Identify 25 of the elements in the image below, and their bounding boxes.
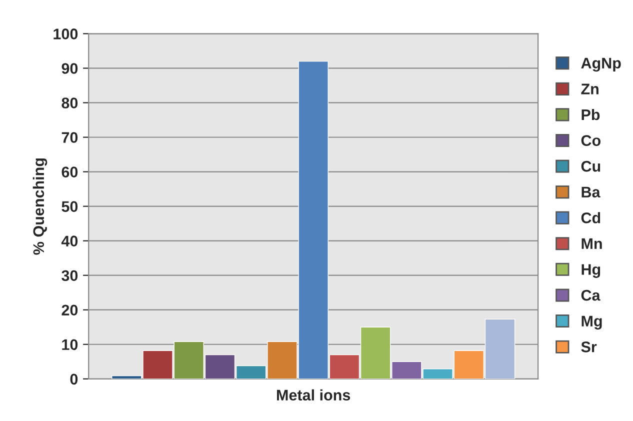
x-axis-title: Metal ions (277, 389, 350, 401)
legend-label: Sr (581, 342, 597, 352)
legend-label: Ba (582, 186, 600, 198)
legend-label: Cd (581, 212, 600, 224)
legend-label: Hg (582, 264, 600, 278)
y-tick-label: 30 (62, 270, 78, 282)
y-tick-label: 40 (61, 236, 78, 246)
y-tick-label: 90 (62, 63, 78, 74)
legend-label: Co (581, 135, 601, 146)
y-tick-label: 100 (54, 28, 78, 40)
legend-label: Mg (582, 316, 602, 330)
y-tick-label: 0 (70, 374, 78, 385)
y-tick-label: 60 (62, 166, 78, 178)
y-tick-label: 10 (62, 339, 78, 350)
y-tick-label: 70 (62, 132, 78, 143)
legend-label: Ca (581, 290, 600, 301)
legend-label: AgNp (581, 58, 621, 72)
y-tick-label: 50 (62, 201, 78, 212)
y-axis-title: % Quenching (32, 158, 48, 255)
legend-label: Mn (582, 238, 602, 249)
y-tick-label: 20 (62, 304, 78, 316)
legend-label: Pb (582, 108, 600, 120)
y-tick-label: 80 (62, 98, 78, 108)
legend-label: Zn (581, 84, 598, 94)
legend-label: Cu (581, 160, 600, 172)
